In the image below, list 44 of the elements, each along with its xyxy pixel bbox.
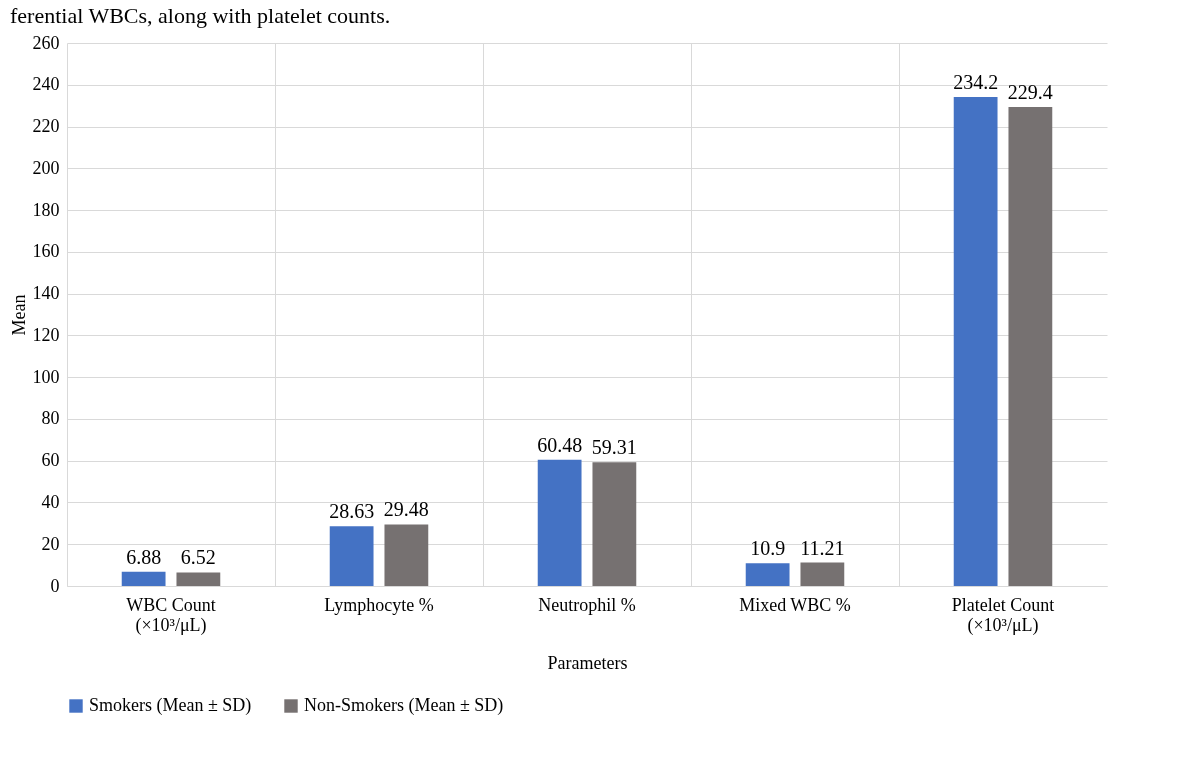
data-label: 28.63 <box>329 500 375 523</box>
y-tick-label: 60 <box>41 450 60 471</box>
data-label: 11.21 <box>800 536 845 559</box>
bar <box>800 562 845 586</box>
bar <box>1008 106 1053 586</box>
y-tick-label: 160 <box>32 241 60 262</box>
data-label: 229.4 <box>1007 80 1053 103</box>
chart-title: ferential WBCs, along with platelet counts. <box>10 3 391 28</box>
y-axis-title: Mean <box>8 294 29 336</box>
y-tick-label: 180 <box>32 199 60 220</box>
y-tick-label: 220 <box>32 116 60 137</box>
x-tick-label: Platelet Count (×10³/μL) <box>951 594 1055 636</box>
y-tick-label: 0 <box>50 575 60 596</box>
x-tick-label: WBC Count (×10³/μL) <box>126 594 216 636</box>
y-tick-label: 100 <box>32 366 60 387</box>
data-label: 234.2 <box>953 70 999 93</box>
y-tick-label: 40 <box>41 491 60 512</box>
x-tick-label: Neutrophil % <box>538 594 636 615</box>
bar <box>176 572 221 586</box>
data-label: 10.9 <box>750 537 786 560</box>
y-tick-label: 140 <box>32 283 60 304</box>
y-tick-label: 240 <box>32 74 60 95</box>
y-tick-label: 200 <box>32 157 60 178</box>
data-label: 60.48 <box>537 433 583 456</box>
legend-label: Smokers (Mean ± SD) <box>89 695 252 716</box>
bar <box>745 563 790 586</box>
bar <box>953 96 998 586</box>
x-axis-title: Parameters <box>547 652 628 673</box>
y-tick-label: 120 <box>32 324 60 345</box>
x-tick-label: Mixed WBC % <box>739 594 851 615</box>
data-label: 29.48 <box>383 498 429 521</box>
x-tick-label: Lymphocyte % <box>324 594 434 615</box>
y-tick-label: 260 <box>32 32 60 53</box>
bar <box>121 571 166 586</box>
legend-label: Non-Smokers (Mean ± SD) <box>304 695 504 716</box>
bar <box>329 526 374 586</box>
bar <box>592 462 637 586</box>
y-tick-label: 20 <box>41 533 60 554</box>
data-label: 6.52 <box>180 546 216 569</box>
y-tick-label: 80 <box>41 408 60 429</box>
data-label: 59.31 <box>591 436 637 459</box>
data-label: 6.88 <box>126 545 162 568</box>
bar <box>537 459 582 586</box>
bar <box>384 524 429 586</box>
